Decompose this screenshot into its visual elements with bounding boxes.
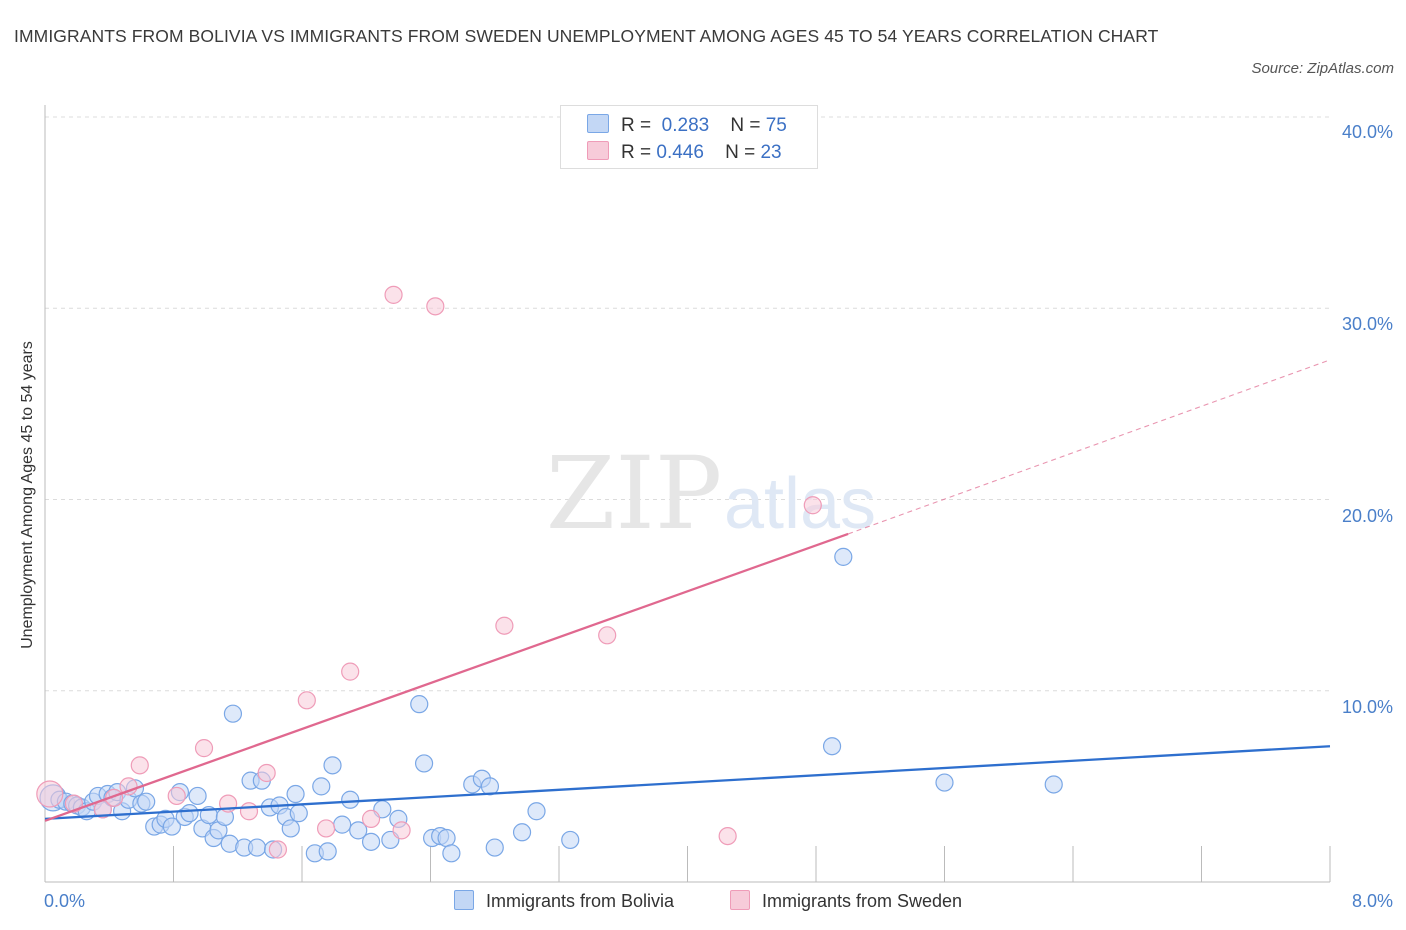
bolivia-point [341, 790, 360, 809]
legend-label-sweden: Immigrants from Sweden [762, 891, 963, 911]
r-value: 0.446 [656, 142, 704, 163]
bolivia-point [527, 802, 546, 821]
bolivia-point [935, 773, 954, 792]
bolivia-point [180, 804, 199, 823]
sweden-point [361, 809, 381, 828]
y-tick-label-10: 10.0% [1341, 697, 1393, 717]
r-value: 0.283 [661, 115, 710, 136]
bolivia-point [286, 784, 305, 804]
bolivia-point [834, 547, 853, 566]
n-value: 23 [760, 142, 782, 163]
sweden-point [130, 756, 149, 775]
sweden-point [426, 297, 445, 316]
chart-title: IMMIGRANTS FROM BOLIVIA VS IMMIGRANTS FR… [14, 26, 1159, 46]
sweden-swatch [587, 141, 609, 160]
bolivia-point [188, 786, 207, 806]
bolivia-point [485, 838, 504, 857]
x-tick-label-min: 0.0% [44, 891, 86, 911]
bolivia-point [442, 844, 461, 863]
legend-item-bolivia: Immigrants from Bolivia [454, 890, 674, 912]
sweden-point [384, 285, 403, 304]
r-label: R = [621, 115, 652, 136]
sweden-point [341, 662, 360, 681]
y-tick-label-20: 20.0% [1341, 506, 1393, 526]
bolivia-point [318, 842, 337, 861]
sweden-trend-line [44, 532, 849, 822]
sweden-point [36, 780, 64, 808]
bolivia-point [162, 817, 181, 836]
sweden-point [167, 786, 186, 806]
bolivia-swatch [587, 114, 609, 133]
sweden-point [598, 626, 617, 645]
bolivia-point [561, 830, 580, 850]
bolivia-point [223, 704, 243, 723]
bolivia-point [822, 737, 842, 756]
bolivia-point [1044, 775, 1063, 794]
y-tick-label-30: 30.0% [1341, 314, 1393, 334]
sweden-point [718, 826, 737, 846]
legend-label-bolivia: Immigrants from Bolivia [486, 891, 675, 911]
stats-legend-row-sweden: R = 0.446 N = 23 [587, 141, 782, 165]
y-tick-label-40: 40.0% [1341, 122, 1393, 142]
bolivia-point [333, 815, 352, 834]
n-value: 75 [765, 115, 787, 136]
bolivia-point [361, 832, 381, 851]
watermark-zip: ZIP [546, 435, 722, 552]
bolivia-point [512, 823, 532, 842]
sweden-point [257, 763, 276, 783]
watermark-atlas: atlas [724, 464, 876, 544]
sweden-point [495, 616, 514, 635]
bolivia-point [414, 754, 434, 773]
bolivia-point [289, 804, 308, 823]
sweden-point [316, 819, 336, 838]
legend-item-sweden: Immigrants from Sweden [730, 890, 962, 912]
n-label: N = [730, 115, 761, 136]
sweden-point [194, 739, 214, 758]
bolivia-trend-line [44, 745, 1331, 821]
bolivia-point [410, 695, 429, 714]
stats-legend-row-bolivia: R = 0.283 N = 75 [587, 114, 787, 138]
bolivia-point [323, 756, 342, 775]
sweden-point [239, 802, 259, 821]
sweden-point [297, 691, 316, 710]
bolivia-point [137, 792, 156, 811]
bolivia-point [349, 821, 368, 840]
r-label: R = [621, 142, 652, 163]
bolivia-point [312, 777, 331, 796]
chart-source: Source: ZipAtlas.com [1251, 60, 1394, 77]
legend-swatch-bolivia [454, 890, 474, 910]
sweden-point [803, 496, 822, 515]
sweden-point [268, 840, 288, 859]
sweden-point [392, 821, 411, 840]
bolivia-point [281, 819, 300, 838]
legend-swatch-sweden [730, 890, 750, 910]
sweden-trend-line-extension [847, 359, 1331, 535]
bolivia-point [437, 828, 456, 848]
n-label: N = [725, 142, 756, 163]
stats-legend: R = 0.283 N = 75 R = 0.446 N = 23 [560, 105, 818, 169]
x-tick-label-max: 8.0% [1351, 891, 1393, 911]
bolivia-point [247, 838, 267, 857]
